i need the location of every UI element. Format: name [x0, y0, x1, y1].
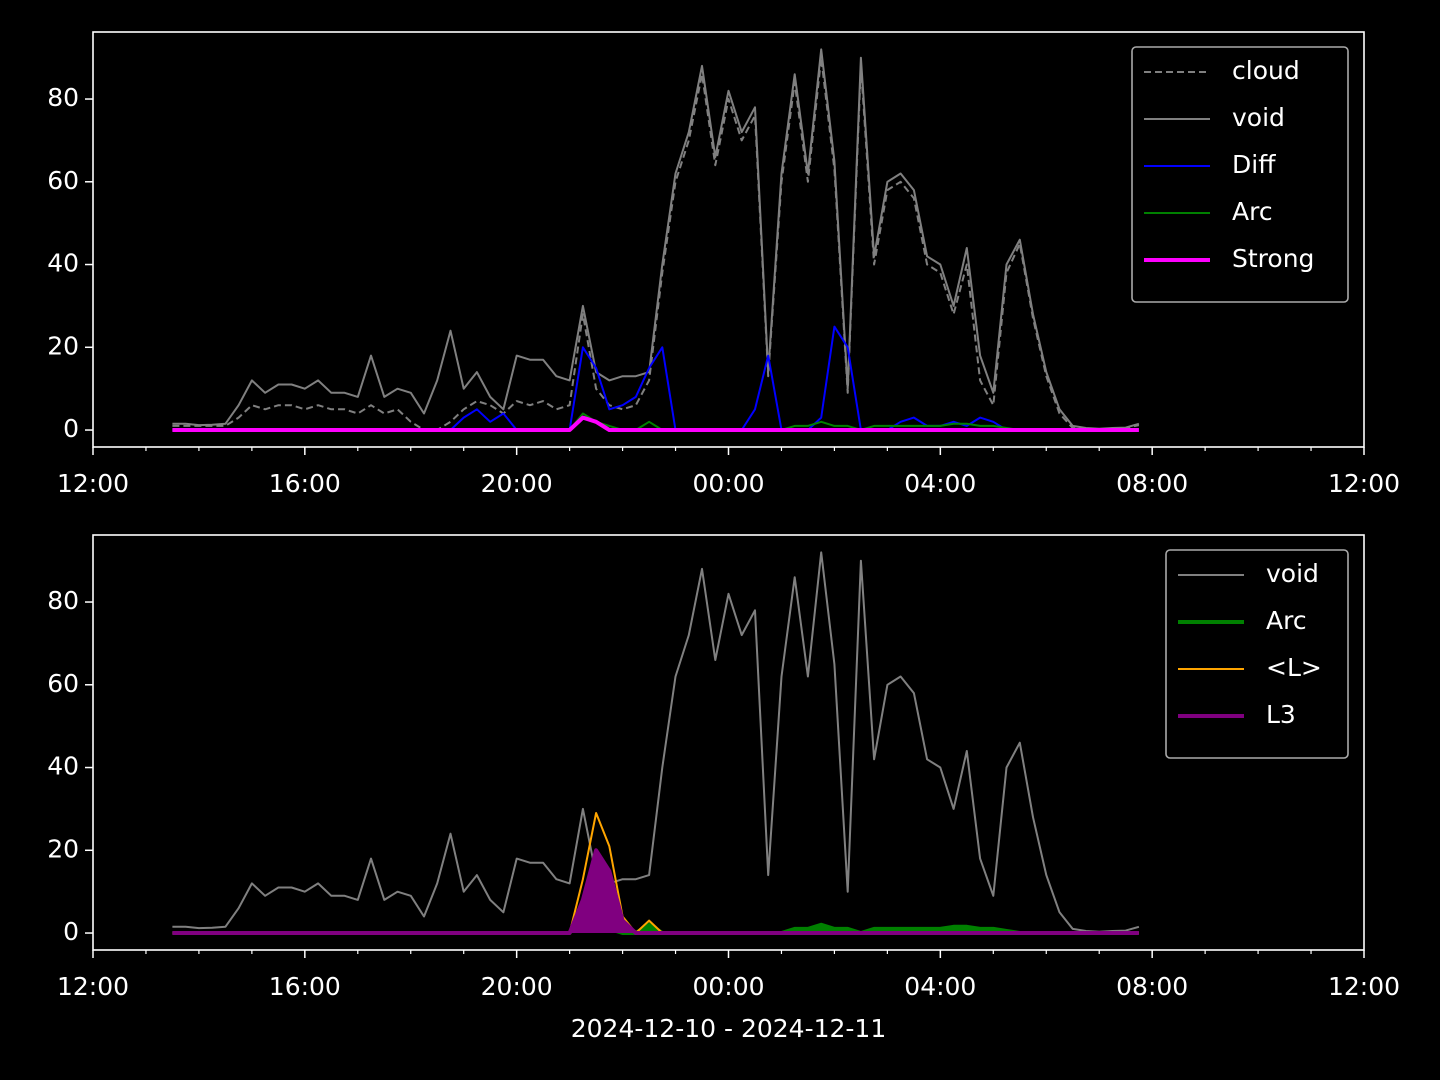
y-tick-label: 80: [47, 83, 79, 112]
series-line: [172, 848, 1139, 935]
legend: void Arc <L> L3: [1165, 549, 1349, 759]
axes-frame: [92, 534, 1365, 951]
x-tick-label: 20:00: [481, 469, 553, 498]
x-axis-label: 2024-12-10 - 2024-12-11: [571, 1014, 887, 1043]
x-tick-label: 12:00: [1328, 972, 1400, 1001]
legend-label: Diff: [1232, 150, 1276, 179]
axes-frame: [92, 31, 1365, 448]
legend-label: Arc: [1232, 197, 1273, 226]
x-tick-label: 16:00: [269, 469, 341, 498]
legend: cloud void Diff Arc Strong: [1131, 46, 1349, 303]
legend-label: Strong: [1232, 244, 1314, 273]
x-tick-label: 04:00: [904, 972, 976, 1001]
series-line: [172, 56, 1140, 431]
series-line: [172, 914, 1139, 935]
series-line: [172, 812, 1139, 934]
series-line: [172, 415, 1139, 432]
x-tick-label: 12:00: [1328, 469, 1400, 498]
x-tick-label: 00:00: [692, 972, 764, 1001]
y-tick-label: 0: [63, 917, 79, 946]
legend-label: <L>: [1266, 653, 1322, 682]
axes: 0 20 40 60 80 12:00 16:00 20:00 00:00 04:00 08:00 1…: [47, 534, 1400, 1043]
series-line: [172, 48, 1140, 430]
y-tick-label: 60: [47, 166, 79, 195]
y-tick-label: 40: [47, 752, 79, 781]
y-tick-label: 40: [47, 249, 79, 278]
y-tick-label: 20: [47, 834, 79, 863]
legend-label: void: [1232, 103, 1285, 132]
y-tick-label: 0: [63, 414, 79, 443]
x-tick-label: 20:00: [481, 972, 553, 1001]
x-tick-label: 00:00: [692, 469, 764, 498]
axes: 0 20 40 60 80 12:00 16:00 20:00 00:00 04:00 08:00 1…: [47, 31, 1400, 498]
x-tick-label: 12:00: [57, 972, 129, 1001]
legend-label: Arc: [1266, 606, 1307, 635]
x-tick-label: 08:00: [1116, 972, 1188, 1001]
x-tick-label: 16:00: [269, 972, 341, 1001]
x-tick-label: 12:00: [57, 469, 129, 498]
legend-frame: [1131, 46, 1349, 303]
series-line: [172, 551, 1140, 933]
y-tick-label: 80: [47, 586, 79, 615]
x-tick-label: 08:00: [1116, 469, 1188, 498]
y-tick-label: 20: [47, 331, 79, 360]
legend-frame: [1165, 549, 1349, 759]
legend-label: L3: [1266, 700, 1296, 729]
legend-label: void: [1266, 559, 1319, 588]
legend-label: cloud: [1232, 56, 1300, 85]
y-tick-label: 60: [47, 669, 79, 698]
x-tick-label: 04:00: [904, 469, 976, 498]
